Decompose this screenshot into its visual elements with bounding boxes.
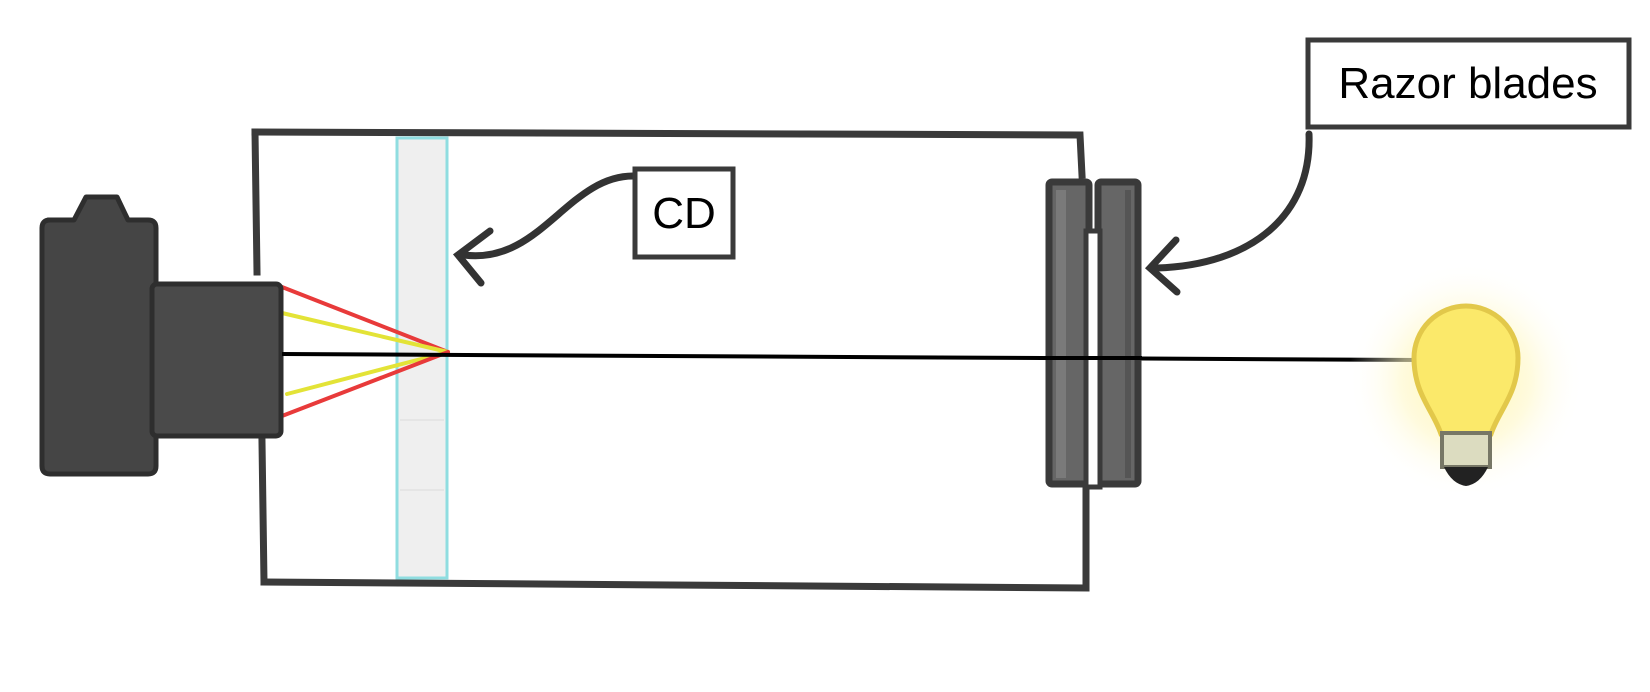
razor-label-box xyxy=(1305,37,1632,130)
cd-label-box xyxy=(632,166,736,260)
ray-red-upper xyxy=(280,285,450,354)
enclosure-box xyxy=(251,128,1090,592)
razor-blades-callout: Razor blades xyxy=(1145,37,1632,296)
light-rays xyxy=(280,285,450,418)
camera-body xyxy=(39,194,159,477)
box-bottom-edge xyxy=(260,479,1090,592)
cd-arrowhead xyxy=(452,227,494,287)
box-left-upper-edge xyxy=(251,128,261,276)
ray-red-lower xyxy=(280,350,450,418)
box-top-edge xyxy=(251,128,1086,179)
light-bulb-icon xyxy=(1348,262,1584,498)
razor-arrow-curve xyxy=(1153,130,1313,272)
ray-yellow-lower xyxy=(285,350,450,396)
razor-blades-label: Razor blades xyxy=(1338,59,1597,108)
box-left-lower-edge xyxy=(258,438,268,586)
bulb-glass xyxy=(1411,303,1521,437)
camera-lens xyxy=(149,281,284,439)
ray-yellow-upper xyxy=(280,311,450,354)
bulb-base xyxy=(1440,431,1492,469)
bulb-tip xyxy=(1444,467,1488,486)
razor-blade-right xyxy=(1094,178,1142,488)
camera-icon xyxy=(39,194,284,477)
cd-arrow-curve xyxy=(460,172,637,260)
cd-label: CD xyxy=(652,189,716,238)
razor-blades xyxy=(1045,178,1142,490)
razor-arrowhead xyxy=(1145,236,1181,296)
razor-blade-left xyxy=(1045,178,1093,488)
ray-main xyxy=(281,352,1419,362)
cd-callout: CD xyxy=(452,166,736,287)
